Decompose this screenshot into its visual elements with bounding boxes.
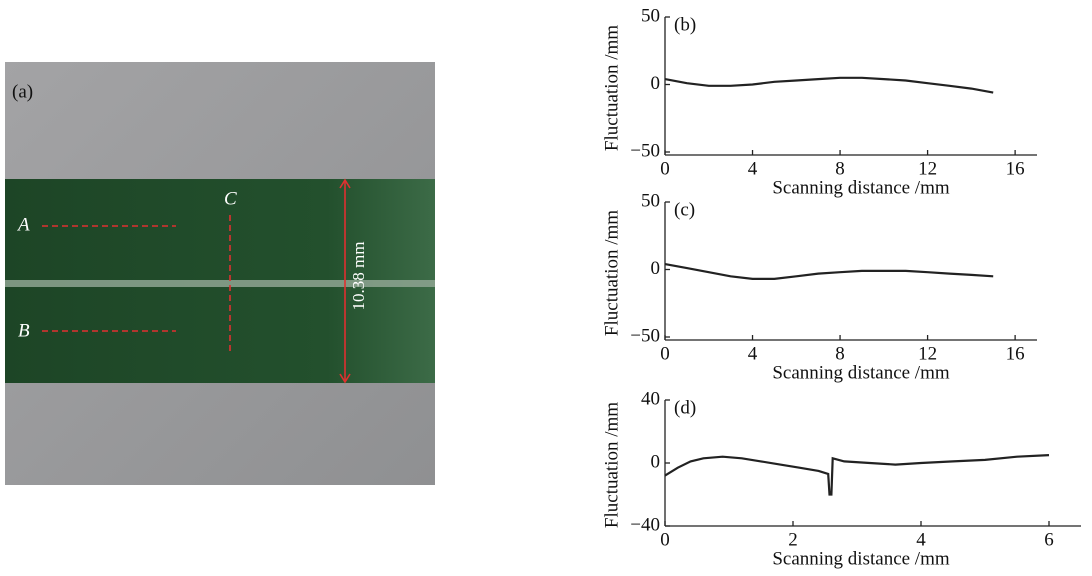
x-tick-label: 6 <box>1044 529 1054 550</box>
y-tick-label: 50 <box>641 5 660 26</box>
x-axis-title: Scanning distance /mm <box>772 177 950 198</box>
data-line <box>664 454 1050 496</box>
y-tick-label: 0 <box>651 451 661 472</box>
seam <box>5 280 435 287</box>
line-label: B <box>18 320 30 341</box>
panel-label: (a) <box>12 81 33 102</box>
x-tick-label: 16 <box>1006 158 1025 179</box>
y-tick-label: −50 <box>630 140 660 161</box>
y-axis-title: Fluctuation /mm <box>601 25 622 151</box>
panel-label: (c) <box>674 199 695 220</box>
y-axis-title: Fluctuation /mm <box>601 402 622 528</box>
photo: (a) A B C 10.38 mm <box>5 62 435 485</box>
x-tick-label: 2 <box>788 529 798 550</box>
measure-arrows <box>339 178 351 384</box>
data-line <box>664 76 994 94</box>
x-tick-label: 8 <box>835 158 845 179</box>
x-tick-label: 12 <box>918 158 937 179</box>
x-tick-label: 0 <box>660 158 670 179</box>
panel-label: (d) <box>674 397 696 418</box>
x-axis-title: Scanning distance /mm <box>772 362 950 383</box>
line-label: C <box>224 188 237 209</box>
width-label: 10.38 mm <box>349 242 368 311</box>
y-tick-label: −40 <box>630 514 660 535</box>
y-tick-label: 40 <box>641 388 660 409</box>
y-tick-label: −50 <box>630 325 660 346</box>
y-tick-label: 0 <box>651 73 661 94</box>
x-tick-label: 8 <box>835 343 845 364</box>
x-tick-label: 4 <box>748 158 758 179</box>
x-tick-label: 16 <box>1006 343 1025 364</box>
x-tick-label: 4 <box>916 529 926 550</box>
y-tick-label: 50 <box>641 190 660 211</box>
x-tick-label: 0 <box>660 529 670 550</box>
panel-label: (b) <box>674 14 696 35</box>
y-axis-title: Fluctuation /mm <box>601 210 622 336</box>
x-tick-label: 4 <box>748 343 758 364</box>
y-tick-label: 0 <box>651 258 661 279</box>
line-label: A <box>16 214 30 235</box>
data-line <box>664 263 994 280</box>
x-tick-label: 0 <box>660 343 670 364</box>
x-tick-label: 12 <box>918 343 937 364</box>
x-axis-title: Scanning distance /mm <box>772 548 950 569</box>
